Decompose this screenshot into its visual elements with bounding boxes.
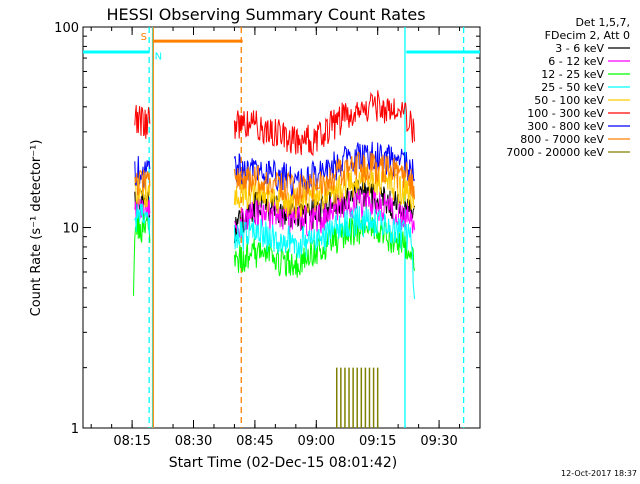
chart-title: HESSI Observing Summary Count Rates [106, 5, 425, 24]
legend-label-2: 12 - 25 keV [541, 68, 604, 81]
series-line-1-seg-1 [233, 189, 415, 239]
y-tick-label: 1 [71, 422, 79, 437]
legend-label-5: 100 - 300 keV [527, 107, 604, 120]
series-line-5-seg-0 [134, 105, 151, 139]
series-line-4-seg-0 [134, 175, 151, 208]
x-tick-label: 09:30 [420, 434, 457, 449]
legend-label-1: 6 - 12 keV [548, 55, 604, 68]
x-axis-label: Start Time (02-Dec-15 08:01:42) [169, 455, 397, 471]
y-tick-label: 100 [54, 21, 79, 36]
x-tick-label: 09:15 [359, 434, 396, 449]
legend-label-8: 7000 - 20000 keV [506, 146, 604, 159]
legend-label-0: 3 - 6 keV [555, 42, 604, 55]
legend-label-6: 300 - 800 keV [527, 120, 604, 133]
legend-label-7: 800 - 7000 keV [520, 133, 604, 146]
x-tick-label: 09:00 [298, 434, 335, 449]
legend-header-line-1: Det 1,5,7, [575, 16, 630, 29]
y-axis-label: Count Rate (s⁻¹ detector⁻¹) [29, 140, 44, 317]
series-line-5-seg-1 [233, 90, 415, 157]
legend-label-4: 50 - 100 keV [534, 94, 604, 107]
x-tick-label: 08:15 [113, 434, 150, 449]
y-tick-label: 10 [62, 222, 79, 237]
series-line-7-seg-0 [134, 169, 151, 196]
series-line-3-seg-1 [233, 205, 415, 300]
series-line-3-seg-0 [134, 203, 151, 235]
timestamp: 12-Oct-2017 18:37 [561, 469, 637, 478]
legend-label-3: 25 - 50 keV [541, 81, 604, 94]
legend-header-line-2: FDecim 2, Att 0 [545, 29, 630, 42]
x-tick-label: 08:30 [175, 434, 212, 449]
series-line-7-seg-1 [233, 151, 415, 206]
plot-area: 1 10 100 08:15 08:30 08:45 09:00 09:15 09:30 SN [54, 21, 481, 449]
annotation-saa-start: S [141, 32, 147, 43]
annotation-night-start: N [155, 52, 162, 63]
x-tick-label: 08:45 [236, 434, 273, 449]
